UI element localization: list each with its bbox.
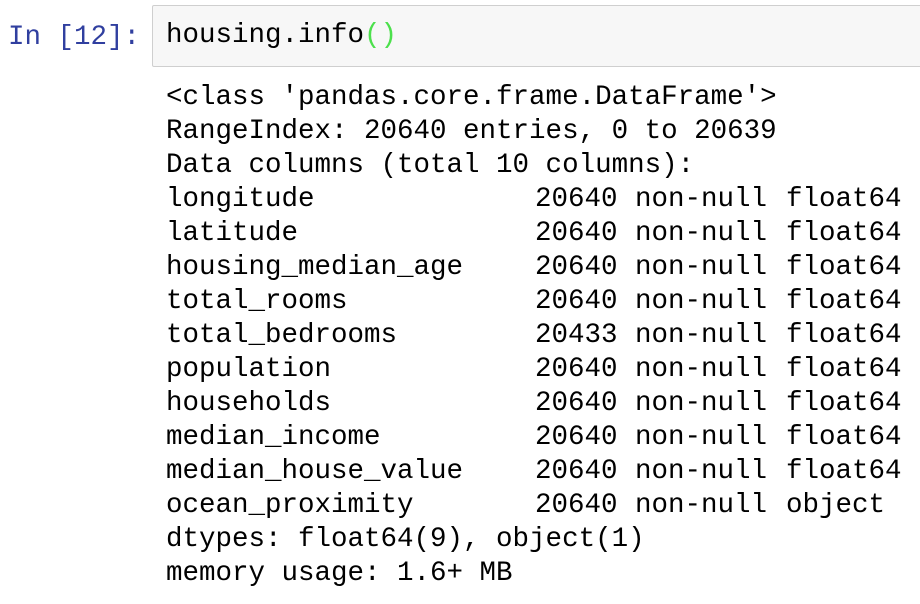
column-name: housing_median_age	[166, 252, 464, 283]
null-label: non-null	[635, 422, 768, 453]
column-dtype: float64	[786, 184, 902, 215]
code: housing.info	[166, 20, 365, 51]
output-line: Data columns (total 10 columns):	[166, 150, 695, 181]
output-line: RangeIndex: 20640 entries, 0 to 20639	[166, 116, 777, 147]
code-cell[interactable]: housing.info()	[152, 5, 920, 67]
column-name: total_bedrooms	[166, 320, 398, 351]
non-null-count: 20640	[535, 218, 618, 249]
null-label: non-null	[635, 252, 768, 283]
non-null-count: 20640	[535, 490, 618, 521]
null-label: non-null	[635, 490, 768, 521]
column-dtype: object	[786, 490, 886, 521]
input-prompt: In [12]:	[8, 22, 141, 53]
column-info-row: housing_median_age 20640 non-null float64	[166, 251, 916, 285]
non-null-count: 20640	[535, 422, 618, 453]
column-name: households	[166, 388, 332, 419]
code-text[interactable]: housing.info()	[166, 18, 397, 54]
non-null-count: 20640	[535, 252, 618, 283]
null-label: non-null	[635, 388, 768, 419]
null-label: non-null	[635, 456, 768, 487]
non-null-count: 20640	[535, 354, 618, 385]
column-name: longitude	[166, 184, 315, 215]
null-label: non-null	[635, 184, 768, 215]
non-null-count: 20640	[535, 184, 618, 215]
output-line: <class 'pandas.core.frame.DataFrame'>	[166, 82, 777, 113]
column-dtype: float64	[786, 252, 902, 283]
column-name: total_rooms	[166, 286, 348, 317]
column-info-row: ocean_proximity 20640 non-null object	[166, 489, 916, 523]
column-dtype: float64	[786, 422, 902, 453]
column-info-row: latitude 20640 non-null float64	[166, 217, 916, 251]
column-dtype: float64	[786, 456, 902, 487]
column-dtype: float64	[786, 218, 902, 249]
non-null-count: 20640	[535, 286, 618, 317]
column-dtype: float64	[786, 388, 902, 419]
non-null-count: 20640	[535, 456, 618, 487]
column-name: median_house_value	[166, 456, 464, 487]
column-info-row: median_income 20640 non-null float64	[166, 421, 916, 455]
null-label: non-null	[635, 320, 768, 351]
column-info-row: total_bedrooms 20433 non-null float64	[166, 319, 916, 353]
non-null-count: 20640	[535, 388, 618, 419]
cell-output: <class 'pandas.core.frame.DataFrame'> Ran…	[166, 81, 916, 591]
column-dtype: float64	[786, 286, 902, 317]
non-null-count: 20433	[535, 320, 618, 351]
column-info-row: median_house_value 20640 non-null float64	[166, 455, 916, 489]
column-name: latitude	[166, 218, 299, 249]
null-label: non-null	[635, 286, 768, 317]
column-info-row: households 20640 non-null float64	[166, 387, 916, 421]
column-name: population	[166, 354, 332, 385]
null-label: non-null	[635, 354, 768, 385]
column-name: median_income	[166, 422, 381, 453]
output-line: dtypes: float64(9), object(1)	[166, 524, 645, 555]
column-dtype: float64	[786, 354, 902, 385]
column-dtype: float64	[786, 320, 902, 351]
column-info-row: longitude 20640 non-null float64	[166, 183, 916, 217]
code-parens: ()	[364, 20, 398, 51]
column-info-row: population 20640 non-null float64	[166, 353, 916, 387]
column-name: ocean_proximity	[166, 490, 414, 521]
null-label: non-null	[635, 218, 768, 249]
output-line: memory usage: 1.6+ MB	[166, 558, 513, 589]
column-info-row: total_rooms 20640 non-null float64	[166, 285, 916, 319]
